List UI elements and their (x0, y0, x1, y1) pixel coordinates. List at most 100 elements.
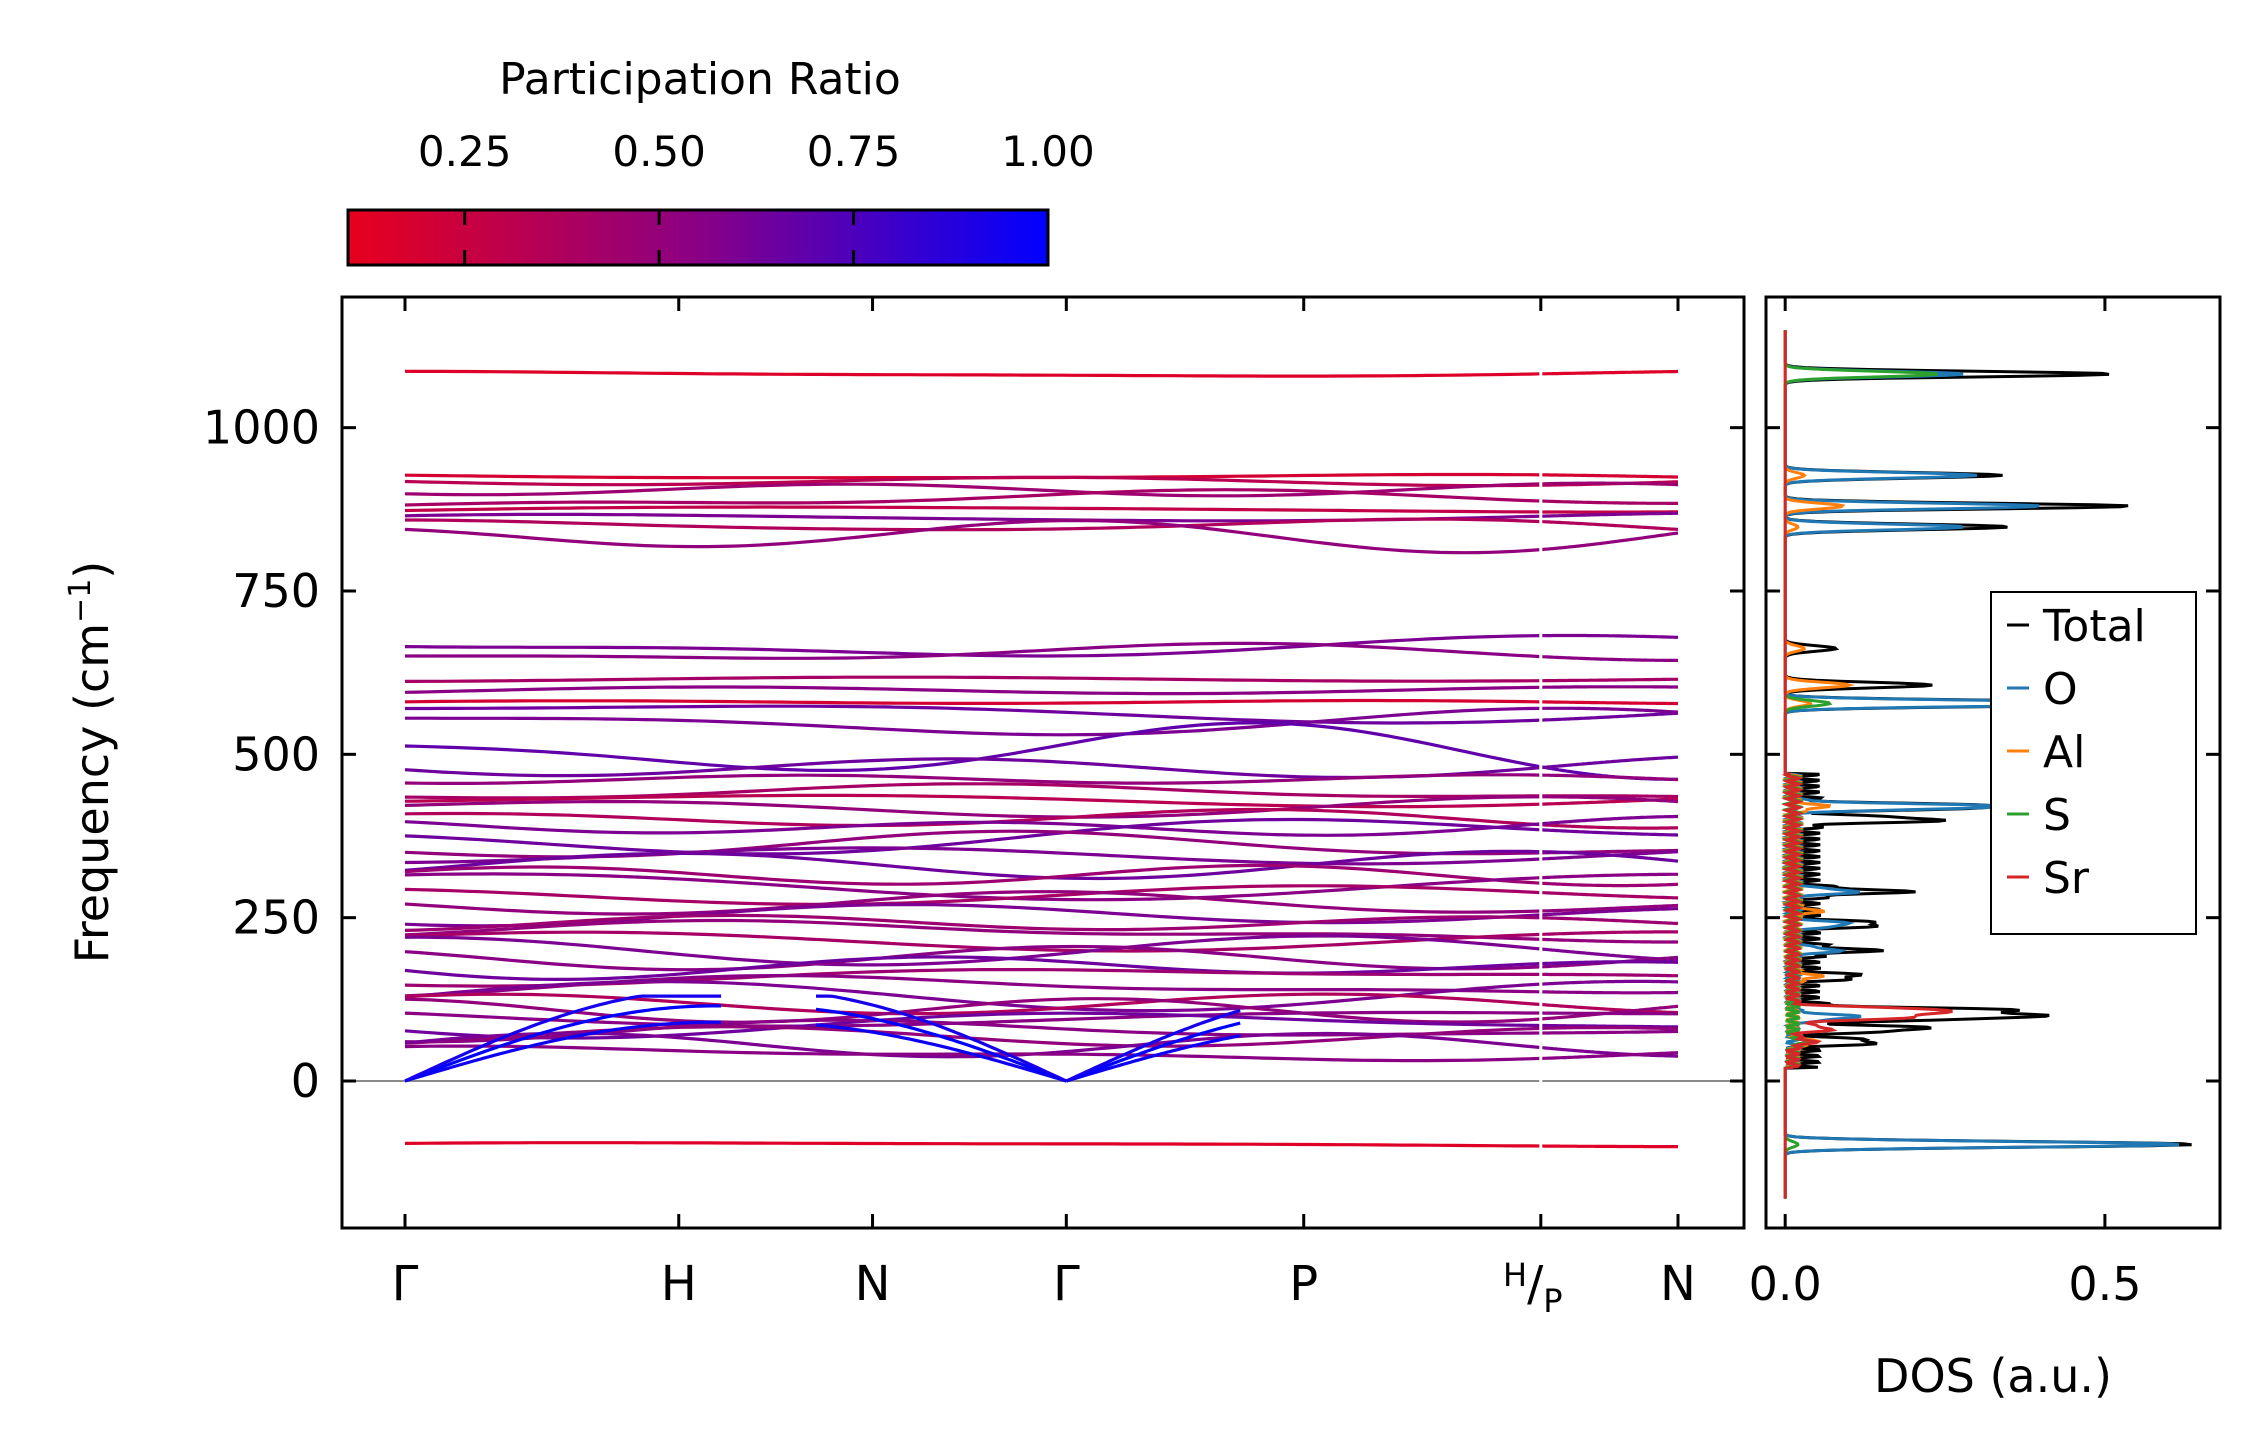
band-line (404, 505, 1541, 514)
band-lines (342, 297, 1744, 1228)
legend-label-s: S (2043, 790, 2071, 841)
band-line (404, 773, 1541, 785)
colorbar-tick-label: 1.00 (1001, 127, 1095, 176)
band-line (404, 913, 1541, 932)
y-tick-label: 1000 (203, 401, 320, 455)
acoustic-band-line (1065, 1021, 1241, 1083)
legend-label-al: Al (2043, 727, 2085, 778)
band-line (1540, 633, 1679, 639)
acoustic-band-line (816, 994, 1067, 1083)
band-line (1540, 814, 1678, 826)
band-line (1540, 891, 1678, 900)
band-line (1540, 823, 1678, 830)
y-tick-label: 750 (232, 564, 320, 618)
x-tick-label-split: H/P (1503, 1256, 1563, 1320)
band-line (405, 675, 1541, 683)
colorbar: Participation Ratio 0.25 0.50 0.75 1.00 (346, 54, 1095, 267)
band-line (1540, 795, 1679, 804)
dos-panel: 0.0 0.5 DOS (a.u.) Total O Al S Sr (1749, 295, 2222, 1403)
acoustic-band-line (1065, 1008, 1241, 1083)
band-line (1540, 773, 1679, 782)
y-tick-label: 0 (291, 1054, 320, 1108)
band-line (1540, 685, 1678, 689)
band-line (404, 955, 1541, 981)
dos-x-tick-label: 0.5 (2068, 1257, 2141, 1311)
dos-line-sr (1781, 330, 1953, 1199)
band-line (404, 721, 1542, 772)
x-tick-label: P (1289, 1256, 1318, 1312)
x-tick-label-slash: / (1527, 1256, 1544, 1312)
x-tick-label: H (661, 1256, 697, 1312)
band-line (1540, 850, 1679, 863)
x-tick-label: Γ (392, 1256, 419, 1312)
band-line (1540, 960, 1678, 966)
band-line (405, 704, 1541, 725)
acoustic-band-line (815, 1023, 1067, 1083)
band-line (404, 1011, 1541, 1040)
x-tick-label-bottom: P (1543, 1282, 1562, 1320)
band-line (1540, 1051, 1678, 1060)
dos-lines (1781, 330, 2192, 1199)
band-line (1540, 520, 1679, 531)
y-axis-label-main: Frequency (cm (65, 623, 119, 963)
band-line (1540, 677, 1678, 683)
band-line (1540, 930, 1678, 936)
band-line (404, 519, 1541, 555)
dos-legend: Total O Al S Sr (1990, 591, 2197, 935)
x-tick-label-top: H (1503, 1256, 1527, 1294)
band-line (404, 369, 1541, 378)
x-tick-label: N (1660, 1256, 1696, 1312)
band-line (1540, 972, 1679, 978)
acoustic-band-line (404, 1020, 722, 1083)
band-line (404, 890, 1541, 916)
y-axis-label: Frequency (cm−1) (63, 561, 119, 964)
band-line (404, 992, 1541, 1016)
dos-plot-frame (1764, 295, 2222, 1230)
band-line (1540, 937, 1678, 944)
band-line (404, 698, 1541, 705)
band-line (1540, 1026, 1679, 1031)
y-tick-label: 250 (232, 891, 320, 945)
colorbar-tick-label: 0.75 (807, 127, 901, 176)
y-axis-label-close: ) (65, 561, 119, 579)
band-line (1540, 369, 1678, 376)
band-line (1540, 481, 1678, 487)
band-line (1540, 473, 1678, 479)
band-line (404, 849, 1541, 881)
band-line (404, 944, 1541, 972)
band-line (404, 934, 1541, 967)
colorbar-ticks: 0.25 0.50 0.75 1.00 (418, 127, 1095, 265)
acoustic-band-line (815, 1007, 1067, 1083)
band-line (1540, 711, 1679, 722)
band-line (404, 817, 1541, 856)
band-line (404, 872, 1541, 902)
colorbar-tick-label: 0.25 (418, 127, 512, 176)
x-tick-label: Γ (1053, 1256, 1080, 1312)
band-line (404, 820, 1541, 837)
acoustic-band-line (404, 1004, 722, 1083)
band-line (1540, 706, 1679, 714)
band-y-ticks: 0 250 500 750 1000 (203, 401, 1744, 1108)
band-line (404, 488, 1541, 507)
legend-label-o: O (2043, 664, 2078, 715)
band-line (1540, 499, 1678, 505)
y-tick-label: 500 (232, 727, 320, 781)
band-line (1540, 872, 1678, 880)
band-x-ticks: Γ H N Γ P H/P N (392, 297, 1696, 1320)
band-line (404, 475, 1541, 488)
band-line (404, 903, 1541, 928)
band-line (1540, 881, 1678, 888)
band-line (404, 980, 1541, 1013)
band-line (1540, 531, 1679, 552)
band-line (1540, 990, 1678, 995)
acoustic-band-line (404, 994, 722, 1083)
band-line (1540, 1011, 1678, 1016)
band-line (1540, 1045, 1678, 1058)
x-tick-label: N (855, 1256, 891, 1312)
band-line (1540, 828, 1678, 837)
band-line (1540, 511, 1678, 518)
dos-ticks: 0.0 0.5 (1749, 297, 2220, 1311)
band-line (404, 795, 1541, 819)
